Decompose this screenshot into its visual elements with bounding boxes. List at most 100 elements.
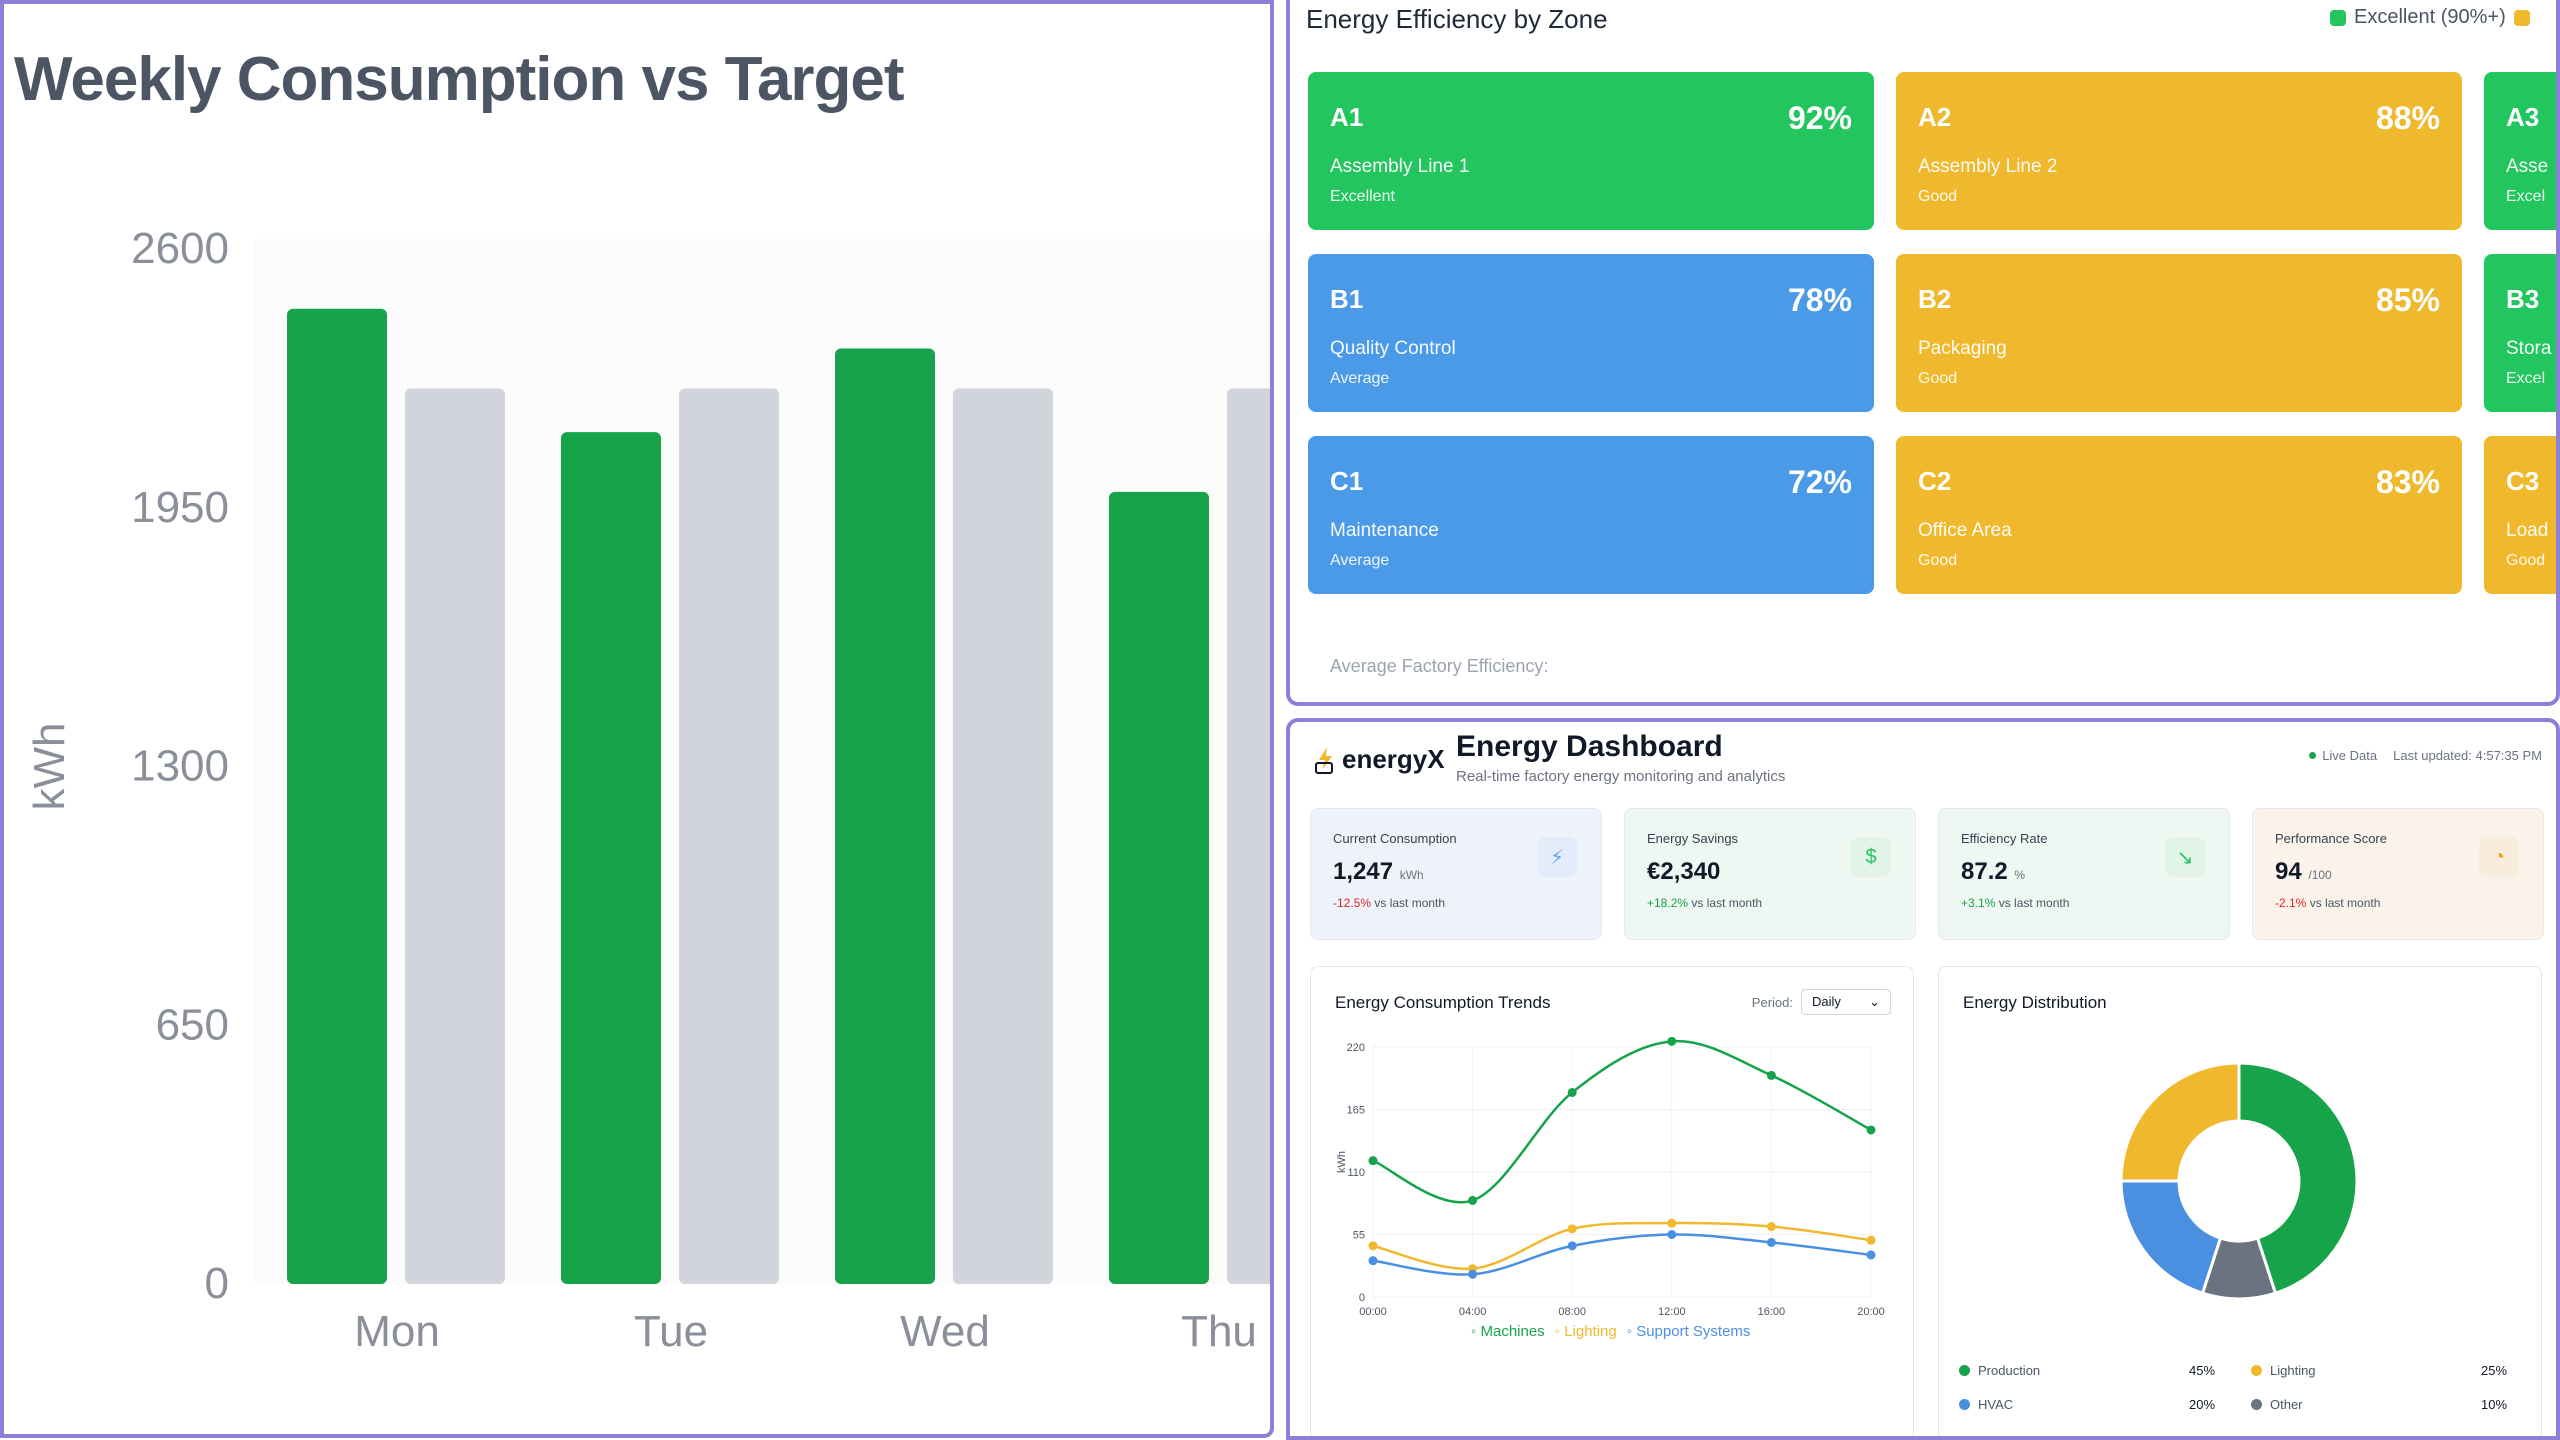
data-point[interactable]	[1667, 1036, 1677, 1046]
stat-delta: -12.5% vs last month	[1333, 896, 1446, 910]
legend-swatch	[1959, 1399, 1970, 1410]
stat-card[interactable]: Energy Savings €2,340 +18.2% vs last mon…	[1624, 808, 1916, 940]
zone-efficiency-panel: Energy Efficiency by Zone Excellent (90%…	[1286, 0, 2560, 706]
data-point[interactable]	[1766, 1070, 1776, 1080]
consumption-bar[interactable]	[835, 348, 935, 1284]
data-point[interactable]	[1866, 1235, 1876, 1245]
live-status: Live Data Last updated: 4:57:35 PM	[2309, 748, 2542, 763]
legend-percentage: 10%	[2481, 1397, 2508, 1412]
zone-card-b1[interactable]: B1 78% Quality Control Average	[1308, 254, 1874, 412]
weekly-bar-chart: 0 650 1300 1950 2600 kWh Mon Tue Wed Thu	[25, 224, 1274, 1354]
data-point[interactable]	[1567, 1224, 1577, 1234]
series-line	[1372, 1039, 1872, 1204]
data-point[interactable]	[1368, 1256, 1378, 1266]
x-tick-label: Wed	[900, 1307, 990, 1354]
x-tick-label: 04:00	[1459, 1306, 1487, 1318]
zone-card-a1[interactable]: A1 92% Assembly Line 1 Excellent	[1308, 72, 1874, 230]
zone-name: Assembly Line 1	[1330, 156, 1470, 177]
consumption-bar[interactable]	[1109, 491, 1209, 1285]
consumption-bar[interactable]	[561, 432, 661, 1285]
stat-delta: +3.1% vs last month	[1961, 896, 2070, 910]
zone-card-a2[interactable]: A2 88% Assembly Line 2 Good	[1896, 72, 2462, 230]
logo[interactable]: energyX	[1314, 744, 1445, 775]
y-tick-label: 0	[1359, 1292, 1365, 1304]
data-point[interactable]	[1368, 1156, 1378, 1166]
data-point[interactable]	[1866, 1250, 1876, 1260]
data-point[interactable]	[1766, 1237, 1776, 1247]
target-bar[interactable]	[1227, 388, 1274, 1284]
x-tick-label: Mon	[354, 1307, 440, 1354]
zone-card-c1[interactable]: C1 72% Maintenance Average	[1308, 436, 1874, 594]
data-point[interactable]	[1368, 1241, 1378, 1251]
stat-card[interactable]: Current Consumption 1,247 kWh -12.5% vs …	[1310, 808, 1602, 940]
y-axis-label: kWh	[25, 723, 74, 811]
distribution-legend-item: Other	[2251, 1397, 2303, 1412]
zone-name: Asse	[2506, 156, 2549, 177]
distribution-title: Energy Distribution	[1963, 993, 2107, 1012]
data-point[interactable]	[1667, 1230, 1677, 1239]
x-tick-label: 16:00	[1758, 1306, 1786, 1318]
y-tick-label: 165	[1347, 1105, 1365, 1117]
zone-id: B1	[1330, 284, 1364, 314]
zone-id: B2	[1918, 284, 1952, 314]
target-bar[interactable]	[405, 388, 505, 1284]
legend-percentage: 45%	[2189, 1363, 2216, 1378]
y-axis-label: kWh	[1336, 1151, 1348, 1173]
average-factory-efficiency: Average Factory Efficiency:	[1330, 656, 1549, 676]
period-select[interactable]: Daily ⌄	[1801, 989, 1891, 1015]
series-line	[1372, 1221, 1872, 1271]
period-control: Period: Daily ⌄	[1752, 989, 1891, 1015]
zone-percentage: 83%	[2375, 464, 2440, 500]
period-value: Daily	[1812, 994, 1841, 1009]
live-dot-icon	[2309, 752, 2317, 759]
zone-status: Excel	[2506, 370, 2546, 387]
zone-percentage: 88%	[2375, 100, 2440, 136]
stat-card[interactable]: Performance Score 94 /100 -2.1% vs last …	[2252, 808, 2544, 940]
legend-item[interactable]: ◦ Machines	[1471, 1323, 1545, 1340]
target-bar[interactable]	[953, 388, 1053, 1284]
donut-slice-lighting[interactable]	[2119, 1061, 2241, 1183]
chevron-down-icon: ⌄	[1869, 994, 1880, 1009]
stat-unit: %	[2014, 868, 2026, 882]
legend-item[interactable]: ◦ Lighting	[1554, 1323, 1617, 1340]
zone-card-a3[interactable]: A3 Asse Excel	[2484, 72, 2556, 230]
stat-value: 87.2 %	[1961, 858, 2026, 885]
zone-id: B3	[2506, 284, 2540, 314]
data-point[interactable]	[1866, 1125, 1876, 1135]
zone-card-b2[interactable]: B2 85% Packaging Good	[1896, 254, 2462, 412]
zone-status: Average	[1330, 370, 1390, 387]
stat-label: Efficiency Rate	[1961, 831, 2048, 846]
zone-status: Good	[1918, 188, 1958, 205]
legend-item[interactable]: ◦ Support Systems	[1626, 1323, 1751, 1340]
data-point[interactable]	[1766, 1222, 1776, 1232]
consumption-bar[interactable]	[287, 308, 387, 1284]
energy-logo-icon	[1315, 746, 1333, 774]
data-point[interactable]	[1667, 1218, 1677, 1228]
y-tick-label: 55	[1353, 1230, 1365, 1242]
zone-name: Assembly Line 2	[1918, 156, 2058, 177]
data-point[interactable]	[1567, 1087, 1577, 1097]
zone-card-c3[interactable]: C3 Load Good	[2484, 436, 2556, 594]
stat-label: Current Consumption	[1333, 831, 1457, 846]
zone-card-b3[interactable]: B3 Stora Excel	[2484, 254, 2556, 412]
stat-delta: +18.2% vs last month	[1647, 896, 1763, 910]
zone-status: Good	[2506, 552, 2546, 569]
y-tick-label: 110	[1347, 1167, 1365, 1179]
donut-slice-hvac[interactable]	[2119, 1179, 2223, 1296]
period-label: Period:	[1751, 994, 1793, 1010]
zone-id: C2	[1918, 466, 1952, 496]
trend-down-icon: ↘	[2165, 837, 2205, 877]
energy-dashboard-panel: energyX Energy Dashboard Real-time facto…	[1286, 718, 2560, 1440]
data-point[interactable]	[1468, 1269, 1478, 1279]
zone-card-c2[interactable]: C2 83% Office Area Good	[1896, 436, 2462, 594]
target-bar[interactable]	[679, 388, 779, 1284]
data-point[interactable]	[1468, 1195, 1478, 1205]
weekly-chart-title: Weekly Consumption vs Target	[14, 45, 905, 114]
stat-value: €2,340	[1647, 858, 1721, 885]
zone-percentage: 72%	[1787, 464, 1852, 500]
stat-card[interactable]: Efficiency Rate 87.2 % +3.1% vs last mon…	[1938, 808, 2230, 940]
donut-slice-production[interactable]	[2237, 1061, 2359, 1296]
distribution-donut-chart	[2119, 1061, 2359, 1301]
data-point[interactable]	[1567, 1241, 1577, 1251]
zone-status: Good	[1918, 370, 1958, 387]
